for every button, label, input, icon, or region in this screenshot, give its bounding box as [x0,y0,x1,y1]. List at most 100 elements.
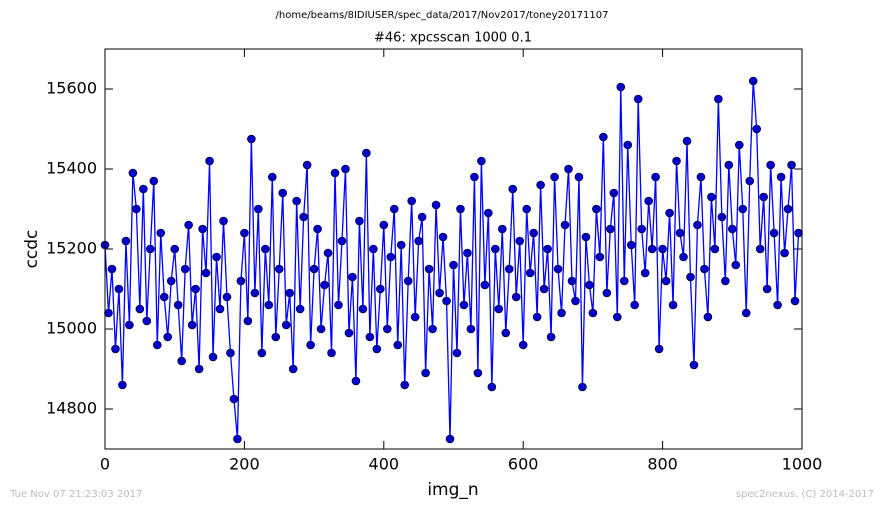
point [407,196,416,206]
point [532,312,542,322]
point [710,244,720,254]
plot-frame [104,48,803,450]
chart-subtitle: #46: xpcsscan 1000 0.1 [374,31,532,46]
point [518,340,528,350]
point [323,248,333,258]
x-axis-label: img_n [427,480,478,500]
point [529,228,538,238]
point [762,284,772,294]
point [717,212,727,222]
point [194,364,204,374]
point [403,276,413,286]
point [731,260,741,270]
point [309,264,319,274]
point [609,188,619,198]
point [330,168,340,178]
point [794,228,803,238]
point [428,324,437,334]
point [487,382,497,392]
point [480,280,490,290]
point [637,224,646,234]
point [250,288,260,298]
point [574,172,584,182]
point [389,204,399,214]
point [166,276,176,286]
point [564,164,573,174]
point [114,284,124,294]
point [191,284,200,294]
point [473,368,483,378]
point [351,376,361,386]
point [616,82,626,92]
y-tick-label: 15000 [46,319,97,338]
point [132,204,141,214]
point [783,204,793,214]
point [494,304,504,314]
point [222,292,232,302]
point [201,268,211,278]
point [146,244,155,254]
point [320,280,329,290]
point [125,320,134,330]
point [274,264,284,274]
point [212,252,221,262]
point [511,292,521,302]
point [163,332,173,342]
point [630,300,640,310]
point [184,220,193,230]
point [776,172,786,182]
point [689,360,699,370]
point [696,172,706,182]
point [180,264,190,274]
point [104,308,113,318]
x-tick-label: 1000 [782,455,823,474]
point [327,348,336,358]
point [205,156,214,166]
point [665,208,674,218]
point [142,316,152,326]
point [766,160,775,170]
point [780,248,789,258]
y-axis-label: ccdc [22,230,42,269]
point [355,216,364,226]
point [306,340,315,350]
point [254,204,263,214]
y-tick-label: 15400 [46,159,97,178]
point [546,332,556,342]
point [358,304,368,314]
point [578,382,587,392]
point [215,304,225,314]
point [257,348,267,358]
x-tick-label: 600 [508,455,539,474]
point [456,204,465,214]
point [459,300,469,310]
point [445,434,455,444]
point [170,244,179,254]
point [233,434,242,444]
point [585,280,594,290]
point [139,184,148,194]
point [424,264,434,274]
point [748,76,758,86]
point [477,156,486,166]
point [714,94,723,104]
point [288,364,298,374]
point [410,312,420,322]
point [379,220,389,230]
y-tick-label: 15200 [46,239,97,258]
point [571,296,580,306]
point [229,394,239,404]
point [470,172,479,182]
point [539,284,549,294]
point [703,312,713,322]
point [623,140,633,150]
point [365,332,375,342]
point [508,184,518,194]
point [640,268,650,278]
point [435,288,444,298]
point [504,264,514,274]
series-line [104,80,800,440]
point [466,324,476,334]
point [727,224,737,234]
